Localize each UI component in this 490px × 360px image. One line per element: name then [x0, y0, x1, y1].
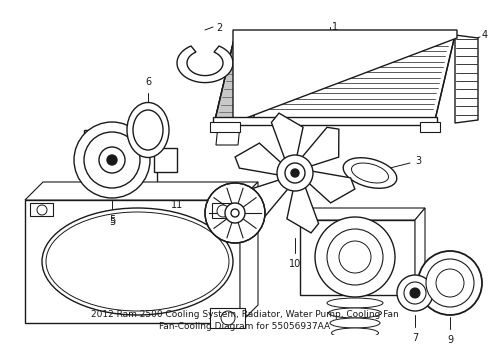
Polygon shape	[415, 208, 425, 295]
Polygon shape	[251, 179, 290, 219]
Circle shape	[107, 155, 117, 165]
Polygon shape	[25, 182, 258, 200]
Polygon shape	[215, 35, 275, 120]
Text: 1: 1	[332, 22, 338, 32]
Text: 7: 7	[412, 333, 418, 343]
Circle shape	[410, 288, 420, 298]
Circle shape	[436, 269, 464, 297]
Polygon shape	[300, 208, 425, 220]
Polygon shape	[240, 182, 258, 323]
Circle shape	[339, 241, 371, 273]
Circle shape	[285, 163, 305, 183]
Circle shape	[231, 209, 239, 217]
Ellipse shape	[127, 103, 169, 158]
Circle shape	[315, 217, 395, 297]
Circle shape	[217, 205, 229, 217]
Circle shape	[205, 183, 265, 243]
Text: 2: 2	[216, 23, 222, 33]
Circle shape	[426, 259, 474, 307]
Polygon shape	[287, 184, 318, 233]
Ellipse shape	[332, 328, 378, 338]
Text: 11: 11	[171, 200, 183, 210]
Text: 6: 6	[145, 77, 151, 87]
Text: 3: 3	[415, 156, 421, 166]
Ellipse shape	[42, 208, 233, 315]
Polygon shape	[420, 122, 440, 132]
Circle shape	[221, 311, 235, 325]
Polygon shape	[210, 122, 240, 132]
Polygon shape	[210, 308, 245, 328]
Polygon shape	[306, 171, 355, 203]
Text: 5: 5	[109, 217, 115, 227]
Ellipse shape	[46, 212, 229, 311]
Polygon shape	[271, 113, 303, 162]
Text: 5: 5	[109, 215, 115, 225]
Text: 2012 Ram 2500 Cooling System, Radiator, Water Pump, Cooling Fan
Fan-Cooling Diag: 2012 Ram 2500 Cooling System, Radiator, …	[91, 310, 399, 331]
Polygon shape	[25, 200, 240, 323]
Circle shape	[418, 251, 482, 315]
Circle shape	[397, 275, 433, 311]
Polygon shape	[455, 35, 478, 123]
Circle shape	[327, 229, 383, 285]
Text: 4: 4	[482, 30, 488, 40]
Polygon shape	[213, 117, 437, 125]
Ellipse shape	[330, 318, 380, 328]
Text: 10: 10	[289, 259, 301, 269]
Ellipse shape	[333, 338, 377, 348]
Ellipse shape	[351, 163, 389, 183]
Circle shape	[74, 122, 150, 198]
Polygon shape	[233, 30, 457, 123]
Polygon shape	[215, 35, 455, 120]
Circle shape	[291, 169, 299, 177]
Polygon shape	[300, 220, 415, 295]
Circle shape	[84, 132, 140, 188]
Circle shape	[37, 205, 47, 215]
Ellipse shape	[343, 158, 397, 188]
Text: 9: 9	[447, 335, 453, 345]
Circle shape	[225, 203, 245, 223]
Ellipse shape	[133, 110, 163, 150]
Polygon shape	[216, 125, 240, 145]
Polygon shape	[300, 127, 339, 167]
Circle shape	[277, 155, 313, 191]
Polygon shape	[177, 46, 233, 82]
Ellipse shape	[328, 308, 382, 318]
Circle shape	[99, 147, 125, 173]
Circle shape	[404, 282, 426, 304]
Polygon shape	[30, 203, 53, 216]
Polygon shape	[212, 203, 235, 218]
Ellipse shape	[327, 298, 383, 308]
Polygon shape	[84, 130, 157, 192]
Polygon shape	[154, 148, 177, 172]
Polygon shape	[235, 143, 284, 175]
